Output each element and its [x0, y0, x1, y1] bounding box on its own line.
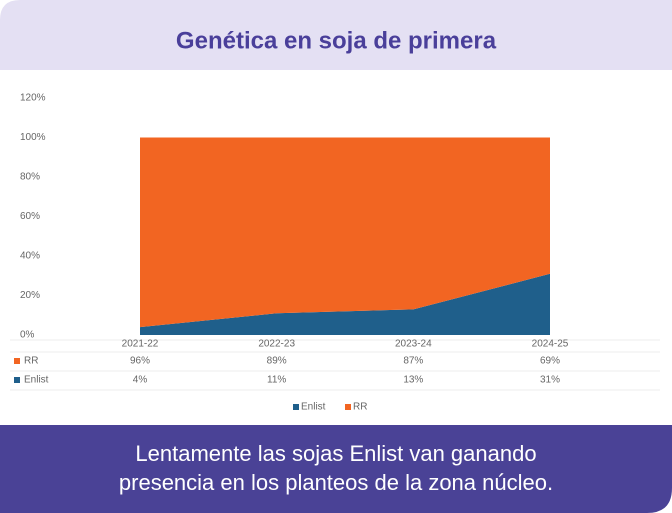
row-label: Enlist	[24, 375, 49, 386]
x-tick-label: 2022-23	[258, 339, 295, 350]
data-label: 4%	[133, 375, 148, 386]
data-label: 13%	[403, 375, 423, 386]
data-label: 87%	[403, 356, 423, 367]
title: Genética en soja de primera	[176, 27, 497, 54]
area	[140, 137, 550, 328]
data-label: 31%	[540, 375, 560, 386]
legend-label: Enlist	[301, 402, 326, 413]
caption-line: presencia en los planteos de la zona núc…	[119, 470, 553, 495]
y-tick-label: 60%	[20, 211, 40, 222]
y-tick-label: 40%	[20, 251, 40, 262]
footer-band	[0, 425, 672, 513]
header-band	[0, 0, 672, 70]
row-key	[14, 377, 20, 383]
data-label: 96%	[130, 356, 150, 367]
y-tick-label: 100%	[20, 132, 46, 143]
legend-key	[345, 404, 351, 410]
row-label: RR	[24, 356, 38, 367]
data-label: 89%	[267, 356, 287, 367]
y-tick-label: 0%	[20, 330, 35, 341]
x-tick-label: 2021-22	[122, 339, 159, 350]
y-tick-label: 80%	[20, 172, 40, 183]
data-label: 11%	[267, 375, 286, 386]
x-tick-label: 2023-24	[395, 339, 432, 350]
y-tick-label: 120%	[20, 93, 46, 104]
y-tick-label: 20%	[20, 290, 40, 301]
area	[140, 273, 550, 335]
row-key	[14, 358, 20, 364]
legend-label: RR	[353, 402, 367, 413]
x-tick-label: 2024-25	[532, 339, 569, 350]
data-label: 69%	[540, 356, 560, 367]
caption-line: Lentamente las sojas Enlist van ganando	[135, 441, 536, 466]
legend-key	[293, 404, 299, 410]
